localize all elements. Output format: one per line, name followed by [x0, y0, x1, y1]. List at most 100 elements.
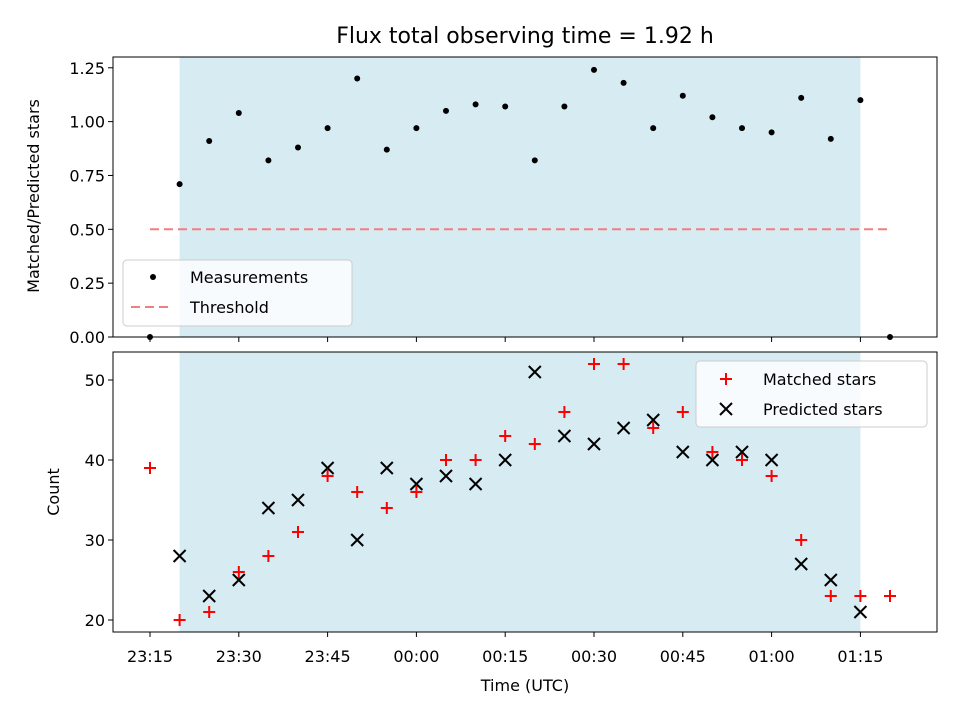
predicted-stars-point [320, 461, 335, 475]
matched-stars-point [824, 590, 837, 602]
measurement-point [679, 92, 686, 99]
predicted-stars-point [646, 413, 660, 427]
y-tick-label: 0.50 [69, 220, 105, 239]
y-tick-label: 40 [85, 451, 105, 470]
x-tick-label: 00:30 [571, 647, 617, 666]
bottom-y-axis-label: Count [44, 468, 63, 516]
predicted-stars-point [764, 453, 779, 467]
legend-measurements-label: Measurements [190, 268, 308, 287]
legend-matched-label: Matched stars [763, 370, 876, 389]
matched-stars-point [292, 526, 304, 538]
measurement-point [768, 129, 775, 136]
matched-stars-point [173, 614, 186, 626]
measurement-point [265, 157, 272, 164]
plot-frame [112, 351, 938, 633]
matched-stars-point [351, 486, 364, 498]
matched-stars-point [765, 470, 778, 482]
x-tick-label: 00:15 [482, 647, 528, 666]
y-tick-label: 0.00 [69, 328, 105, 347]
matched-stars-point [262, 550, 275, 562]
y-tick-label: 20 [85, 611, 105, 630]
measurement-point [383, 146, 390, 153]
predicted-stars-point [498, 453, 512, 467]
legend-matched-marker [720, 373, 732, 385]
matched-stars-point [144, 462, 156, 474]
measurement-point [709, 114, 716, 121]
matched-stars-point [854, 590, 867, 602]
predicted-stars-point [291, 493, 305, 507]
matched-stars-point [232, 566, 245, 578]
predicted-stars-point [705, 453, 720, 467]
y-tick-label: 30 [85, 531, 105, 550]
predicted-stars-point [468, 477, 483, 491]
measurement-point [206, 138, 213, 144]
legend-box [695, 360, 928, 428]
matched-stars-point [321, 470, 334, 482]
measurement-point [443, 107, 449, 114]
predicted-stars-point [528, 365, 542, 379]
predicted-stars-point [853, 605, 868, 619]
measurement-point [798, 94, 805, 101]
matched-stars-point [795, 534, 808, 546]
predicted-stars-point [380, 461, 394, 475]
measurement-point [620, 79, 627, 86]
x-tick-label: 23:15 [127, 647, 173, 666]
matched-stars-point [588, 358, 600, 370]
chart-title: Flux total observing time = 1.92 h [336, 24, 714, 49]
measurement-point [739, 125, 745, 132]
measurement-point [354, 75, 361, 82]
measurement-point [531, 157, 538, 164]
matched-stars-point [528, 438, 541, 450]
top-panel: 0.00 0.25 0.50 0.75 1.00 1.25 Measurements Thre… [69, 56, 938, 347]
legend-predicted-label: Predicted stars [763, 400, 883, 419]
predicted-stars-point [202, 589, 216, 603]
x-tick-label: 23:30 [216, 647, 262, 666]
measurement-point [235, 110, 242, 116]
predicted-stars-point [735, 445, 749, 459]
measurement-point [561, 103, 568, 110]
bottom-panel: 23:15 23:30 23:45 00:00 00:15 00:30 00:45 01:00… [85, 351, 938, 666]
y-tick-label: 0.75 [69, 166, 105, 185]
predicted-stars-point [824, 573, 838, 587]
matched-stars-point [440, 454, 452, 466]
measurement-point [857, 97, 864, 104]
measurement-point [502, 103, 509, 110]
predicted-stars-point [409, 477, 424, 491]
matched-stars-point [380, 502, 393, 514]
measurement-point [650, 125, 657, 132]
matched-stars-point [499, 430, 512, 442]
predicted-stars-point [172, 549, 187, 563]
predicted-stars-point [676, 445, 690, 459]
legend-measurements-marker [150, 274, 156, 280]
matched-stars-point [558, 406, 571, 418]
matched-stars-point [647, 422, 660, 434]
y-tick-label: 0.25 [69, 274, 105, 293]
measurement-point [472, 101, 479, 108]
predicted-stars-point [616, 421, 631, 435]
plot-frame [112, 56, 938, 338]
matched-stars-point [676, 406, 689, 418]
matched-stars-point [203, 606, 216, 618]
measurement-point [295, 144, 301, 151]
predicted-stars-point [232, 573, 246, 587]
predicted-stars-point [439, 469, 453, 483]
measurement-point [591, 66, 597, 73]
predicted-stars-point [794, 557, 808, 571]
matched-stars-point [884, 590, 896, 602]
x-tick-label: 01:15 [837, 647, 883, 666]
matched-stars-point [617, 358, 630, 370]
x-tick-label: 01:00 [749, 647, 795, 666]
legend-box [122, 259, 353, 327]
matched-stars-point [706, 446, 719, 458]
top-y-axis-label: Matched/Predicted stars [24, 99, 43, 293]
predicted-stars-point [350, 533, 364, 547]
y-tick-label: 1.00 [69, 113, 105, 132]
predicted-stars-point [261, 501, 276, 515]
measurement-point [176, 181, 183, 188]
x-axis-label: Time (UTC) [480, 676, 569, 695]
matched-stars-point [736, 454, 748, 466]
legend-threshold-label: Threshold [189, 298, 269, 317]
y-tick-label: 50 [85, 371, 105, 390]
measurement-point [827, 135, 834, 142]
